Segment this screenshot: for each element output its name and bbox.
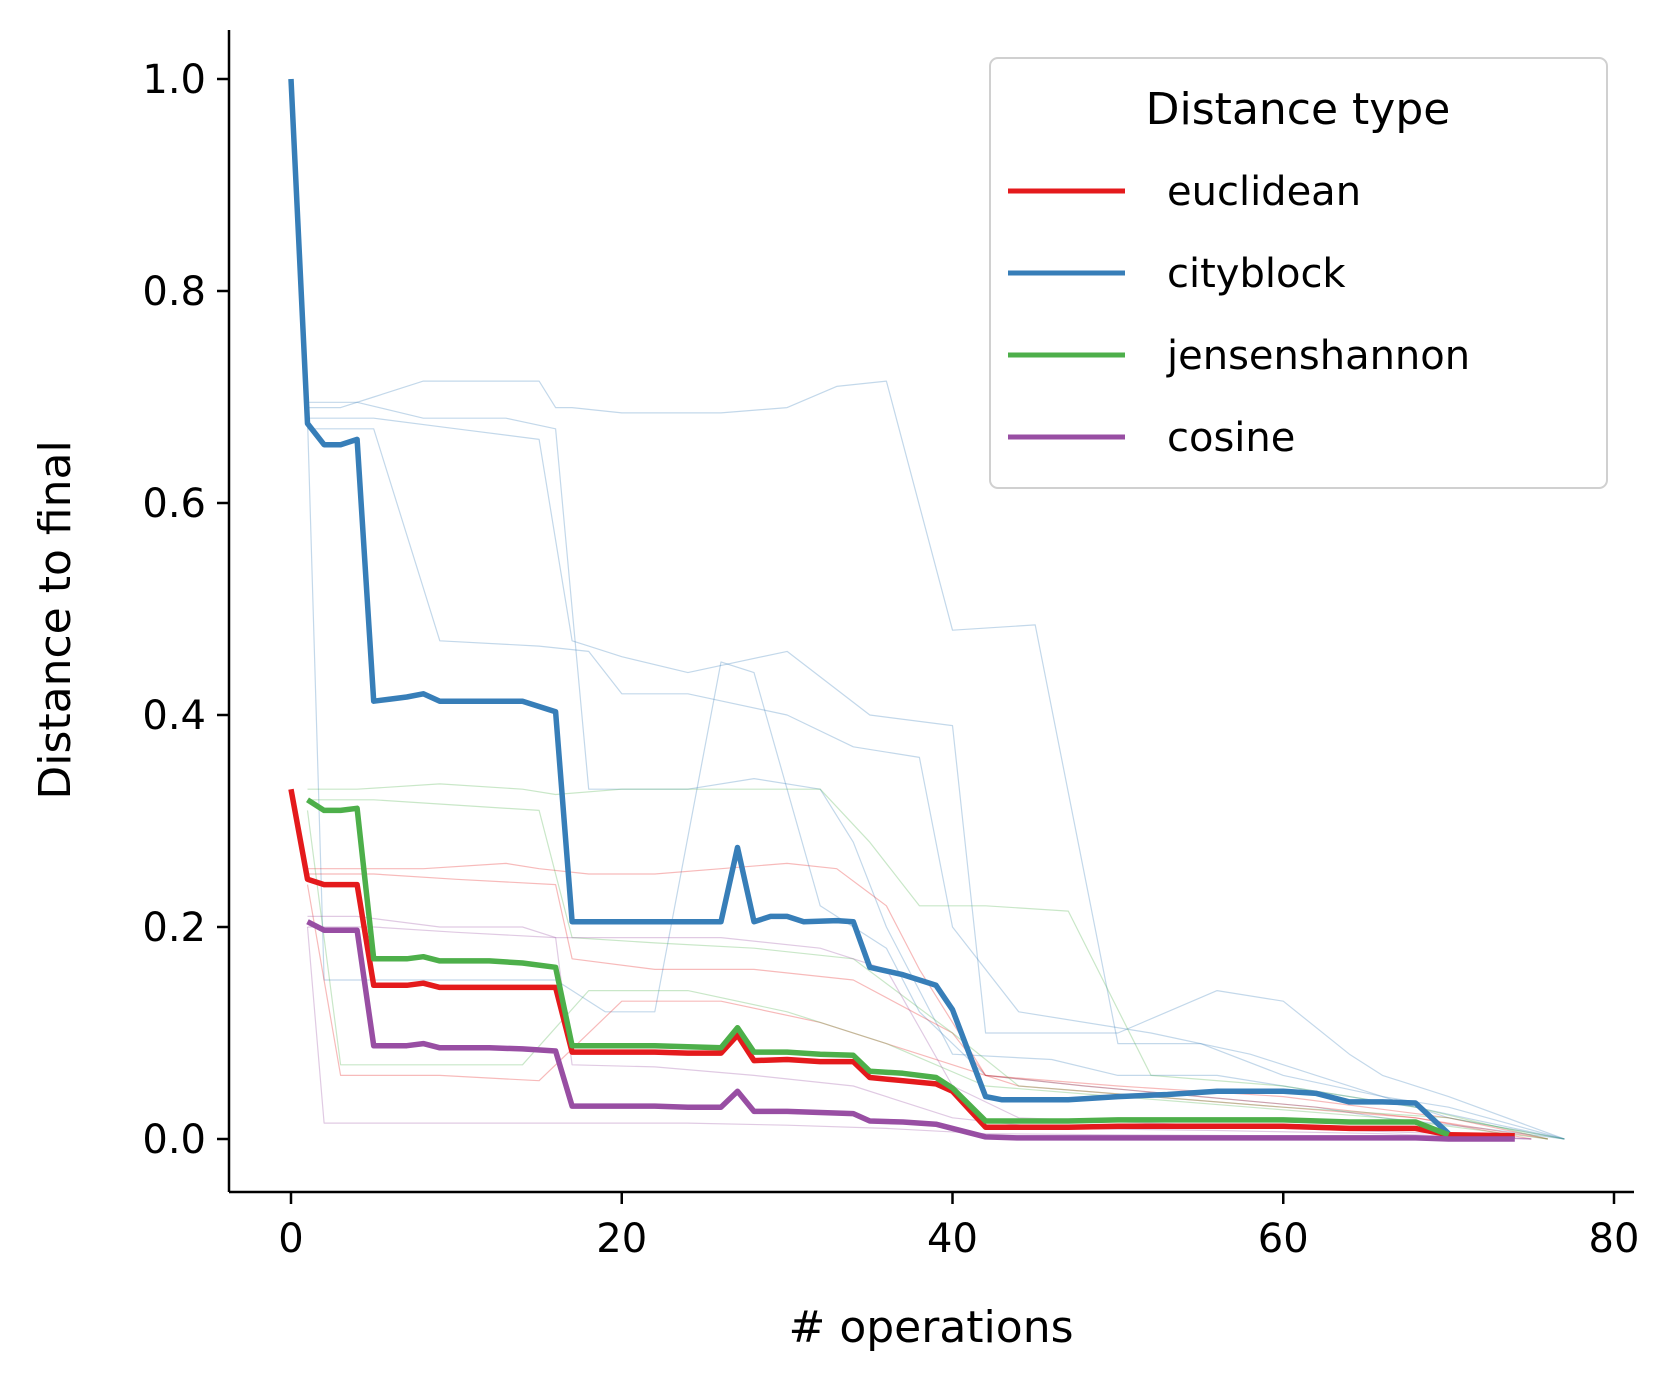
background-runs	[306, 380, 1565, 1140]
background-run-euclidean-5	[307, 862, 1532, 1140]
y-tick-label-1: 0.2	[142, 905, 206, 951]
background-run-cityblock-1	[307, 417, 1565, 1140]
series-line-jensenshannon	[306, 797, 1450, 1138]
y-tick-label-3: 0.6	[142, 481, 206, 527]
series-line-euclidean	[288, 788, 1515, 1139]
background-run-cityblock-4	[306, 418, 1565, 1140]
background-run-euclidean-6	[307, 873, 1548, 1140]
x-tick-label-40: 40	[927, 1216, 978, 1262]
background-run-cityblock-3	[307, 428, 1565, 1140]
legend: Distance type euclidean cityblock jensen…	[989, 57, 1608, 489]
y-axis-label: Distance to final	[30, 440, 81, 799]
background-run-jensenshannon-10	[306, 810, 1548, 1140]
legend-label-euclidean: euclidean	[1167, 169, 1361, 215]
y-tick-label-2: 0.4	[142, 693, 206, 739]
x-tick-label-80: 80	[1589, 1216, 1640, 1262]
x-axis-ticks: 0 20 40 60 80	[278, 1192, 1639, 1262]
legend-title: Distance type	[1146, 84, 1451, 135]
series-line-cityblock	[288, 78, 1451, 1136]
background-run-jensenshannon-8	[307, 783, 1548, 1140]
mean-series-lines	[288, 78, 1515, 1142]
legend-label-cityblock: cityblock	[1167, 251, 1346, 297]
legend-label-cosine: cosine	[1167, 415, 1295, 461]
x-axis-label: # operations	[788, 1302, 1073, 1353]
background-run-euclidean-7	[306, 884, 1548, 1140]
background-run-cityblock-0	[307, 380, 1565, 1140]
background-run-cosine-13	[307, 926, 1532, 1140]
x-tick-label-20: 20	[596, 1216, 647, 1262]
legend-label-jensenshannon: jensenshannon	[1166, 333, 1470, 379]
y-tick-label-0: 0.0	[142, 1117, 206, 1163]
background-run-jensenshannon-9	[307, 799, 1565, 1140]
y-tick-label-5: 1.0	[142, 57, 206, 103]
background-run-cityblock-2	[307, 401, 1565, 1140]
legend-box	[989, 57, 1608, 489]
x-tick-label-60: 60	[1258, 1216, 1309, 1262]
y-axis-ticks: 0.0 0.2 0.4 0.6 0.8 1.0	[142, 57, 229, 1163]
x-tick-label-0: 0	[278, 1216, 303, 1262]
y-tick-label-4: 0.8	[142, 269, 206, 315]
series-line-cosine	[306, 919, 1515, 1142]
background-run-cosine-11	[307, 915, 1532, 1140]
